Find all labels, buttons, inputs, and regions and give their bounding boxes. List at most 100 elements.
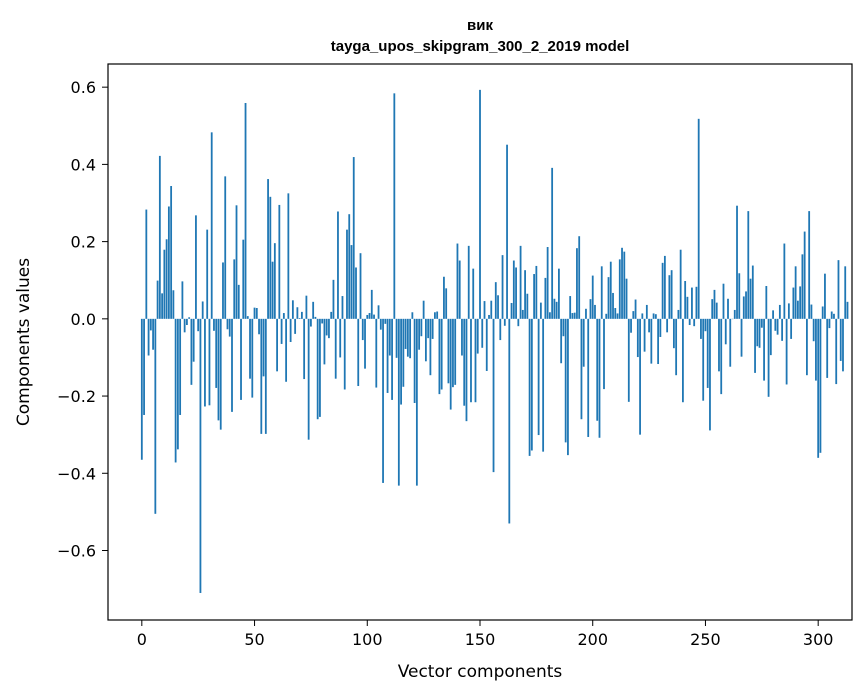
bar: [837, 260, 840, 319]
bar: [576, 248, 578, 319]
bar: [612, 292, 614, 319]
bar: [535, 265, 538, 319]
bar: [765, 286, 768, 319]
bar: [817, 318, 820, 458]
bar: [483, 301, 486, 319]
bar: [528, 318, 531, 456]
bar: [569, 296, 572, 319]
bar: [307, 318, 310, 440]
bar: [627, 318, 630, 402]
bar: [260, 318, 263, 434]
bar: [163, 249, 166, 319]
bar: [657, 318, 660, 365]
bar: [382, 318, 384, 483]
bar: [745, 291, 747, 319]
bar: [280, 318, 283, 344]
bar: [172, 290, 175, 319]
x-axis-ticks: 0 50 100 150 200 250 300: [137, 620, 833, 649]
bar: [224, 176, 227, 319]
bar: [156, 280, 159, 319]
bar: [830, 311, 833, 319]
bar: [686, 296, 689, 319]
bar: [303, 318, 306, 380]
bar: [702, 318, 705, 401]
bar: [346, 229, 348, 319]
bar: [679, 249, 682, 319]
bar: [339, 318, 342, 358]
y-tick-label: −0.6: [57, 542, 96, 561]
bar: [348, 214, 351, 319]
bar: [269, 196, 272, 319]
bar: [357, 318, 360, 387]
bar: [443, 276, 445, 319]
bar: [474, 318, 477, 403]
bar: [253, 307, 256, 319]
bar: [567, 318, 569, 456]
bar: [715, 302, 718, 319]
bar: [454, 318, 457, 385]
bar: [654, 314, 657, 319]
bar: [481, 318, 484, 348]
bar: [587, 318, 590, 437]
bar: [521, 309, 524, 319]
bar: [411, 312, 414, 319]
bar: [530, 318, 533, 451]
bar: [783, 243, 786, 319]
bar: [524, 270, 526, 319]
bar: [808, 211, 811, 319]
x-tick-label: 100: [352, 630, 383, 649]
bar: [368, 313, 371, 319]
bar: [278, 204, 281, 319]
bar: [377, 305, 380, 319]
bar: [393, 93, 396, 319]
bar: [749, 278, 752, 319]
bar: [359, 253, 362, 319]
bar: [594, 304, 596, 319]
bar: [271, 261, 274, 319]
bar: [742, 296, 745, 319]
bar: [747, 211, 750, 319]
bar: [186, 318, 188, 326]
x-tick-label: 250: [690, 630, 721, 649]
bar: [663, 255, 666, 319]
bar: [463, 318, 466, 406]
bar: [445, 288, 448, 319]
bar: [375, 318, 378, 388]
bar: [582, 318, 585, 367]
bar: [558, 268, 560, 319]
bar: [810, 304, 813, 319]
bar: [291, 300, 294, 319]
bar: [826, 318, 829, 378]
bar: [328, 318, 330, 339]
bar: [794, 266, 797, 319]
bar: [787, 303, 790, 319]
bar: [695, 286, 698, 319]
bar: [298, 318, 301, 319]
bar: [551, 167, 554, 319]
bar: [578, 236, 581, 319]
bar: [373, 314, 375, 319]
bar: [510, 303, 513, 319]
bar: [614, 308, 617, 319]
bar: [355, 267, 357, 319]
bar: [235, 205, 238, 319]
bar: [812, 318, 815, 342]
bar: [760, 318, 763, 328]
bar: [846, 301, 849, 319]
bar: [201, 301, 204, 319]
bar: [548, 312, 551, 319]
bar: [650, 318, 653, 364]
bar: [294, 318, 297, 334]
bar: [246, 316, 249, 319]
bar: [255, 308, 258, 319]
bar: [668, 275, 671, 319]
bar: [314, 316, 317, 319]
bar: [700, 318, 702, 339]
bar: [404, 318, 407, 349]
bar: [767, 318, 770, 397]
bar: [143, 318, 145, 415]
bar: [145, 209, 148, 319]
x-tick-label: 0: [137, 630, 147, 649]
bar: [497, 295, 499, 319]
bar: [332, 279, 335, 319]
